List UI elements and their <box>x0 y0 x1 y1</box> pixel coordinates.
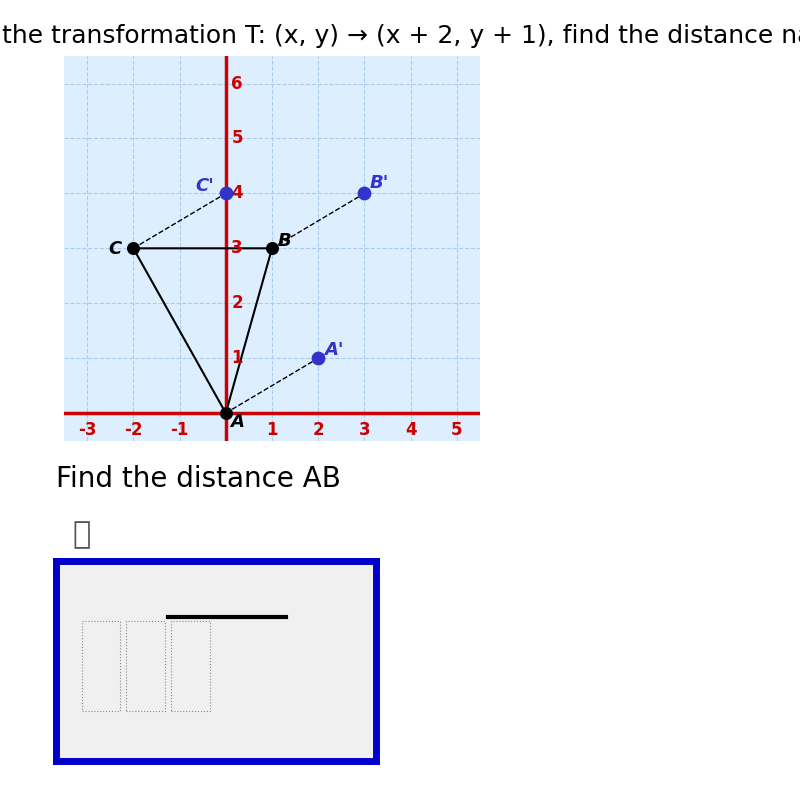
Text: 🗑: 🗑 <box>72 521 90 549</box>
Text: 1: 1 <box>231 349 243 367</box>
Text: -2: -2 <box>124 421 142 439</box>
Text: B: B <box>278 231 291 250</box>
Text: C': C' <box>196 177 214 195</box>
Point <box>127 242 140 255</box>
Point <box>312 352 325 364</box>
Text: A: A <box>230 413 244 431</box>
Text: 4: 4 <box>405 421 417 439</box>
Text: 2: 2 <box>231 294 243 312</box>
Text: 4: 4 <box>231 184 243 203</box>
Text: 2: 2 <box>313 421 324 439</box>
Point <box>358 187 371 199</box>
Point <box>219 407 232 420</box>
Text: 1: 1 <box>266 421 278 439</box>
Text: B': B' <box>370 174 390 192</box>
Text: 3: 3 <box>358 421 370 439</box>
Text: 3: 3 <box>231 239 243 257</box>
Text: Using the transformation T: (x, y) → (x + 2, y + 1), find the distance named.: Using the transformation T: (x, y) → (x … <box>0 24 800 48</box>
Text: -3: -3 <box>78 421 96 439</box>
Text: 6: 6 <box>231 74 243 93</box>
Point <box>266 242 278 255</box>
Text: 5: 5 <box>451 421 462 439</box>
Text: 5: 5 <box>231 130 243 147</box>
Text: A': A' <box>324 341 343 360</box>
Text: Find the distance AB: Find the distance AB <box>56 465 341 493</box>
Text: C: C <box>108 239 121 258</box>
Text: -1: -1 <box>170 421 189 439</box>
Point <box>219 187 232 199</box>
